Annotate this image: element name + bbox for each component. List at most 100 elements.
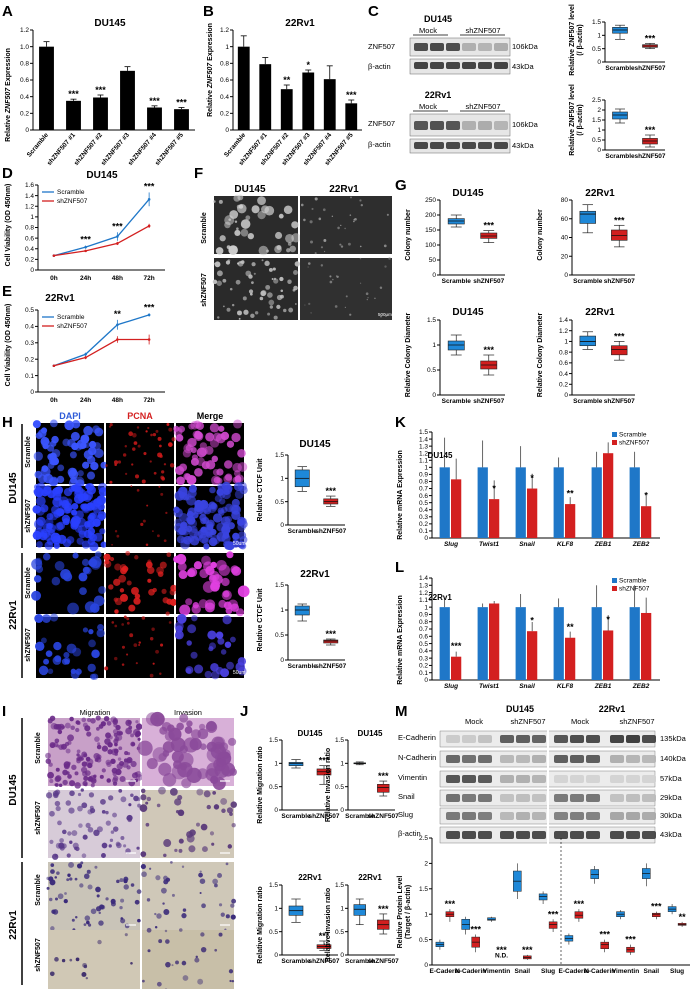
- I-image-r1-c2-cell: [146, 758, 158, 770]
- I-image-r3-c1-cell: [74, 877, 78, 881]
- H-image-r2-c1-cell: [100, 541, 107, 548]
- F-image-du145-scramble-cell: [257, 210, 266, 220]
- chart-D-ytick-label: 1.6: [25, 182, 34, 189]
- blot-M-row-label: N-Cadherin: [398, 753, 436, 762]
- F-image-22rv1-sh-cell: [365, 292, 369, 296]
- H-image-r2-c3-cell: [188, 484, 197, 493]
- chart-G4-ytick-label: 0.8: [559, 349, 568, 356]
- chart-D-ytick-label: 0.8: [25, 225, 34, 232]
- chart-D-point: [84, 249, 87, 253]
- H-image-r4-c1-cell: [34, 614, 44, 623]
- chart-G2: 22Rv1 Colony number 0 20 40 60 80 *** Scramble…: [537, 188, 635, 285]
- blot-M-band: [586, 794, 600, 802]
- chart-E-point: [52, 364, 56, 368]
- chart-G4-xtick-label: Scramble: [573, 398, 603, 405]
- F-image-22rv1-sh-cell: [329, 275, 332, 278]
- chart-L-ytick-label: 0.8: [419, 619, 428, 626]
- H-image-r3-c3-cell: [218, 599, 227, 608]
- chart-L-legend-label: Scramble: [619, 578, 647, 585]
- chart-B-ytick-label: 1: [225, 44, 229, 51]
- I-image-r1-c1-cell: [113, 723, 118, 728]
- I-image-r3-c1-cell: [57, 893, 64, 900]
- F-image-22rv1-sh-cell: [366, 298, 368, 301]
- H-image-r1-c3-cell: [231, 432, 241, 443]
- H-image-r1-c1-cell: [82, 461, 90, 469]
- chart-M: Relative Protein Level (Target / β-actin…: [397, 835, 690, 975]
- I-image-r1-c2-cell: [190, 729, 202, 740]
- I-image-r2-c2-cell: [178, 848, 183, 853]
- H-image-r2-c3-cell: [186, 516, 196, 525]
- blot-M-band: [570, 735, 584, 743]
- I-image-r4-c2-cell: [156, 981, 162, 987]
- F-image-du145-sh-cell: [222, 278, 227, 283]
- H-image-r4-c2-cell: [135, 662, 138, 665]
- F-image-22rv1-scramble-cell: [337, 226, 340, 230]
- chart-K-bar: [591, 467, 602, 538]
- I-image-r2-c2-cell: [188, 845, 196, 853]
- F-image-du145-scramble-cell: [215, 247, 224, 255]
- panel-letter-F: F: [194, 165, 203, 182]
- blot-M-band: [642, 755, 656, 763]
- H-image-r4-c2-cell: [129, 633, 134, 638]
- I-image-r4-c2-cell: [229, 979, 232, 983]
- H-image-r2-c3-cell: [237, 516, 246, 526]
- H-image-r1-c1-cell: [37, 429, 47, 438]
- H-image-r2-c3-cell: [209, 486, 216, 494]
- H-image-r1-c2-cell: [113, 460, 119, 465]
- I-image-r2-c1-cell: [128, 803, 132, 807]
- F-image-du145-sh-cell: [267, 312, 271, 316]
- blot-C-band-actin: [414, 62, 428, 69]
- I-image-r2-c1-cell: [112, 812, 117, 818]
- chart-J3-ytick-label: 1: [274, 906, 278, 913]
- H-image-r4-c3-cell: [185, 666, 194, 675]
- chart-L-ytick-label: 0.2: [419, 663, 428, 670]
- F-image-du145-sh-cell: [259, 296, 264, 301]
- blot-M-band: [500, 831, 514, 839]
- H-image-r2-c2-cell: [146, 504, 149, 507]
- H-image-r1-c2-cell: [133, 441, 138, 445]
- H-image-r2-c1-cell: [76, 537, 84, 545]
- blot-M-band: [446, 775, 460, 783]
- I-image-r3-c1-cell: [95, 906, 102, 912]
- F-image-du145-sh-cell: [239, 261, 242, 264]
- H-image-r4-c1-cell: [70, 669, 80, 679]
- chart-E-sig: ***: [144, 302, 155, 312]
- chart-C1: Relative ZNF507 level (/ β-actin) 0 0.5 1 1…: [569, 4, 666, 76]
- H-image-r3-c2-cell: [161, 588, 167, 594]
- I-image-r3-c2-cell: [217, 873, 223, 878]
- M-group-22rv1: 22Rv1: [599, 704, 626, 714]
- F-image-du145-scramble-cell: [228, 245, 238, 255]
- F-image-du145-scramble-cell: [289, 245, 297, 253]
- I-image-r3-c1-cell: [68, 861, 75, 868]
- I-image-r2-c1-cell: [57, 820, 62, 826]
- chart-M-ylabel2: (Target / β-actin): [405, 885, 412, 939]
- H-image-r4-c3-cell: [217, 637, 225, 645]
- I-image-r2-c1-cell: [130, 793, 134, 798]
- I-image-r2-c2-cell: [158, 786, 166, 795]
- I-image-r3-c2-cell: [218, 903, 223, 907]
- H-image-r3-c2-cell: [128, 604, 136, 612]
- I-image-r2-c1-cell: [109, 838, 114, 843]
- I-image-r2-c1-cell: [120, 796, 127, 803]
- I-col-migration: Migration: [80, 708, 111, 717]
- F-image-22rv1-sh-cell: [304, 304, 306, 306]
- I-image-r2-c1-cell: [133, 795, 139, 802]
- H-image-r1-c3-cell: [183, 443, 194, 454]
- F-image-du145-scramble-cell: [261, 205, 269, 214]
- I-image-r1-c1-cell: [94, 736, 100, 742]
- I-image-r2-c2-cell: [211, 842, 215, 846]
- chart-C2-ytick-label: 0.5: [592, 137, 601, 144]
- H-image-r1-c2-cell: [150, 433, 153, 437]
- blot-M-band: [532, 812, 546, 820]
- chart-L-ylabel: Relative mRNA Expression: [397, 595, 404, 685]
- I-image-r3-c2-cell: [160, 887, 167, 894]
- blot-C-band-actin: [446, 142, 460, 149]
- I-image-r4-c2-cell: [158, 939, 163, 944]
- H-image-r2-c1-cell: [84, 521, 91, 528]
- H-image-r4-c3-cell: [215, 666, 224, 675]
- H-image-r2-c3-cell: [186, 495, 197, 506]
- I-image-r4-c2-cell: [178, 928, 183, 932]
- I-image-r2-c1-cell: [54, 789, 61, 795]
- M-mock-1: Mock: [465, 717, 483, 726]
- H-image-r1-c3-cell: [204, 445, 214, 455]
